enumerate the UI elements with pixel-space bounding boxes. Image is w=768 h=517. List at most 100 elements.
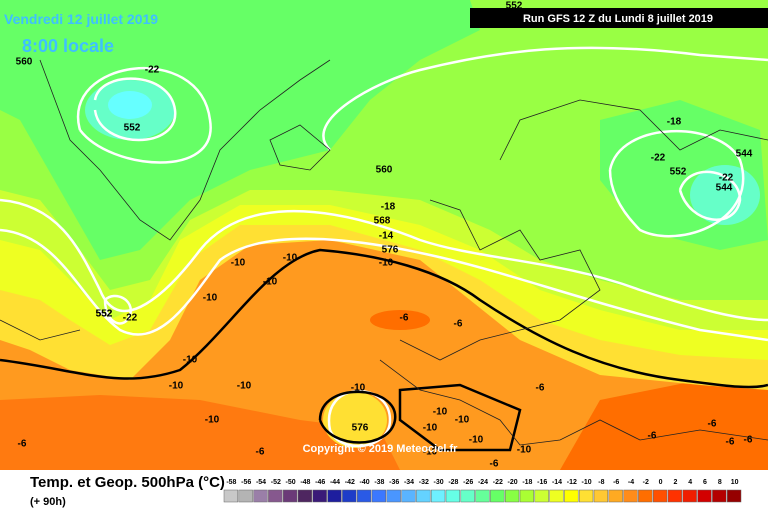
valid-date: Vendredi 12 juillet 2019 xyxy=(4,11,158,27)
contour-label: -14 xyxy=(379,231,394,242)
scale-swatch xyxy=(430,489,446,503)
warm-core xyxy=(323,392,387,448)
scale-swatch xyxy=(268,489,283,503)
contour-label: 560 xyxy=(16,57,33,68)
scale-label: -58 xyxy=(226,479,236,486)
scale-label: 4 xyxy=(688,479,692,486)
contour-label: -10 xyxy=(183,355,198,366)
scale-label: -14 xyxy=(552,479,562,486)
scale-label: -56 xyxy=(241,479,251,486)
scale-swatch xyxy=(445,489,461,503)
scale-label: -40 xyxy=(360,479,370,486)
scale-label: -30 xyxy=(434,479,444,486)
scale-swatch xyxy=(578,489,594,503)
warm-area xyxy=(560,370,768,470)
contour-label: -10 xyxy=(237,381,252,392)
contour-label: -10 xyxy=(231,258,246,269)
scale-label: -38 xyxy=(374,479,384,486)
scale-swatch xyxy=(519,489,535,503)
scale-swatch xyxy=(726,489,742,503)
contour-label: 552 xyxy=(96,309,113,320)
scale-swatch xyxy=(682,489,697,503)
scale-label: -34 xyxy=(404,479,414,486)
contour-label: -6 xyxy=(648,431,657,442)
scale-label: -44 xyxy=(330,479,340,486)
contour-label: -10 xyxy=(469,435,484,446)
scale-swatch xyxy=(549,489,564,503)
contour-label: -22 xyxy=(651,153,666,164)
scale-swatch xyxy=(534,489,549,503)
scale-label: -36 xyxy=(389,479,399,486)
scale-label: -18 xyxy=(522,479,532,486)
contour-label: -22 xyxy=(145,65,160,76)
contour-label: 576 xyxy=(382,245,399,256)
scale-label: -28 xyxy=(448,479,458,486)
scale-swatch xyxy=(504,489,520,503)
contour-label: -18 xyxy=(667,117,682,128)
scale-label: 10 xyxy=(731,479,739,486)
warm-area xyxy=(0,395,400,470)
run-info: Run GFS 12 Z du Lundi 8 juillet 2019 xyxy=(523,13,713,25)
freezing-isotherm xyxy=(0,248,768,452)
scale-swatch xyxy=(623,489,638,503)
scale-label: -50 xyxy=(286,479,296,486)
scale-label: 6 xyxy=(703,479,707,486)
scale-label: -10 xyxy=(582,479,592,486)
cold-core xyxy=(108,91,152,119)
contour-label: 552 xyxy=(670,167,687,178)
contour-label: -10 xyxy=(169,381,184,392)
scale-label: -24 xyxy=(478,479,488,486)
contour-label: -10 xyxy=(379,258,394,269)
scale-label: -48 xyxy=(300,479,310,486)
scale-swatch xyxy=(460,489,475,503)
scale-swatch xyxy=(564,489,579,503)
scale-label: -2 xyxy=(643,479,649,486)
color-scale: -58 -56 -54 -52 -50 -48 -46 -44 -42 -40 -38 -36 -34-… xyxy=(223,479,742,503)
scale-swatch xyxy=(608,489,623,503)
scale-swatch xyxy=(253,489,268,503)
scale-swatch xyxy=(342,489,357,503)
scale-swatch xyxy=(297,489,313,503)
contour-label: -22 xyxy=(719,173,734,184)
scale-label: 8 xyxy=(718,479,722,486)
contour-label: -6 xyxy=(256,447,265,458)
scale-label: -54 xyxy=(256,479,266,486)
contour-label: -10 xyxy=(205,415,220,426)
contour-label: -6 xyxy=(708,419,717,430)
footer-title: Temp. et Geop. 500hPa (°C) xyxy=(30,474,225,491)
scale-label: 0 xyxy=(659,479,663,486)
contour-label: 552 xyxy=(96,309,113,320)
contour-label: -18 xyxy=(381,202,396,213)
scale-swatch xyxy=(282,489,298,503)
scale-swatch xyxy=(371,489,387,503)
contour-label: -10 xyxy=(283,253,298,264)
local-time: 8:00 locale xyxy=(22,36,114,56)
scale-label: -6 xyxy=(613,479,619,486)
scale-swatch xyxy=(356,489,372,503)
contour-label: -6 xyxy=(18,439,27,450)
scale-label: -42 xyxy=(345,479,355,486)
contour-label: 552 xyxy=(124,123,141,134)
scale-swatch xyxy=(327,489,342,503)
scale-swatch xyxy=(386,489,401,503)
contour-label: 552 xyxy=(506,1,523,12)
copyright: Copyright © 2019 Meteociel.fr xyxy=(303,443,459,455)
warm-core xyxy=(370,310,430,330)
scale-label: -22 xyxy=(493,479,503,486)
scale-swatch xyxy=(223,489,239,503)
contour-label: -6 xyxy=(454,319,463,330)
scale-label: -4 xyxy=(628,479,634,486)
contour-label: 560 xyxy=(376,165,393,176)
scale-label: -26 xyxy=(463,479,473,486)
contour-label: -10 xyxy=(423,423,438,434)
contour-label: -6 xyxy=(726,437,735,448)
lead-time: (+ 90h) xyxy=(30,496,66,508)
contour-label: 576 xyxy=(352,423,369,434)
contour-label: -10 xyxy=(351,383,366,394)
contour-label: -10 xyxy=(433,407,448,418)
run-banner xyxy=(470,8,768,28)
contour-label: -6 xyxy=(536,383,545,394)
scale-swatch xyxy=(475,489,490,503)
scale-label: -46 xyxy=(315,479,325,486)
